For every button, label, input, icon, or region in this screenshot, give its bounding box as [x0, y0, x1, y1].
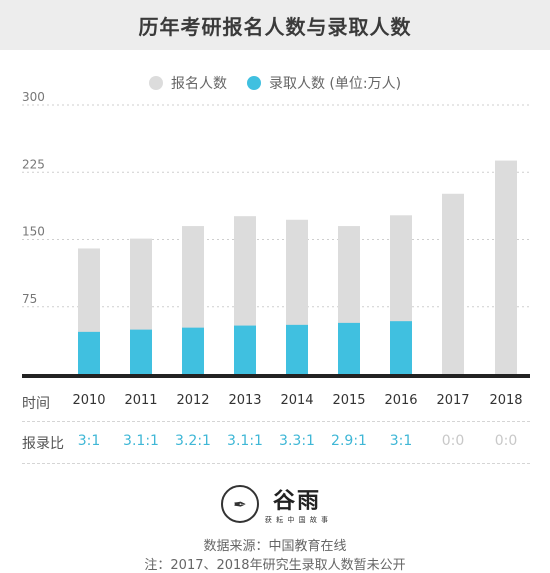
- bar-admitted-2012: [182, 327, 204, 374]
- divider: [22, 421, 530, 422]
- ratio-row-label: 报录比: [22, 436, 64, 452]
- year-row-label: 时间: [22, 396, 50, 412]
- y-tick-label: 225: [22, 157, 45, 171]
- bar-admitted-2013: [234, 325, 256, 374]
- x-axis: [22, 374, 530, 378]
- bar-admitted-2015: [338, 322, 360, 374]
- ratio-value: 3.3:1: [279, 433, 315, 449]
- logo-subtitle: 获 耘 中 国 故 事: [264, 516, 330, 524]
- y-tick-label: 300: [22, 90, 45, 104]
- ratio-value: 3.2:1: [175, 433, 211, 449]
- ratio-value: 3.1:1: [123, 433, 159, 449]
- y-tick-label: 150: [22, 225, 45, 239]
- ratio-row: 3:1 3.1:1 3.2:1 3.1:1 3.3:1 2.9:1 3:1 0:0 0:0: [0, 433, 550, 453]
- bar-applicants-2018: [495, 160, 517, 374]
- ratio-value: 0:0: [494, 433, 518, 449]
- x-tick-label: 2017: [436, 393, 470, 408]
- chart-title: 历年考研报名人数与录取人数: [138, 14, 412, 39]
- ratio-value: 3:1: [389, 433, 413, 449]
- legend-item-applicants: 报名人数: [148, 73, 227, 93]
- bar-admitted-2014: [286, 324, 308, 374]
- ratio-value: 3.1:1: [227, 433, 263, 449]
- legend-item-admitted: 录取人数 (单位:万人): [246, 73, 402, 93]
- bar-admitted-2010: [78, 331, 100, 374]
- legend-dot-admitted: [246, 76, 261, 90]
- divider: [22, 463, 530, 464]
- x-tick-label: 2011: [124, 393, 158, 408]
- bar-chart: 75 150 225 300: [22, 90, 530, 378]
- logo: ✒ 谷雨 获 耘 中 国 故 事: [0, 483, 550, 525]
- bar-applicants-2017: [442, 193, 464, 374]
- ratio-value: 2.9:1: [331, 433, 367, 449]
- data-source: 数据来源：中国教育在线: [203, 539, 347, 554]
- bar-admitted-2011: [130, 329, 152, 374]
- title-band: 历年考研报名人数与录取人数: [0, 0, 550, 50]
- bird-circle-icon: ✒: [220, 485, 259, 523]
- x-tick-label: 2018: [489, 393, 523, 408]
- footnote: 注：2017、2018年研究生录取人数暂未公开: [144, 558, 406, 573]
- x-tick-label: 2012: [176, 393, 210, 408]
- year-row: 2010 2011 2012 2013 2014 2015 2016 2017 2018: [0, 393, 550, 413]
- x-tick-label: 2016: [384, 393, 418, 408]
- legend-label-admitted: 录取人数 (单位:万人): [268, 76, 402, 92]
- bar-admitted-2016: [390, 321, 412, 374]
- x-tick-label: 2015: [332, 393, 366, 408]
- ratio-value: 3:1: [77, 433, 101, 449]
- logo-text: 谷雨 获 耘 中 国 故 事: [265, 483, 329, 525]
- legend: 报名人数 录取人数 (单位:万人): [0, 73, 550, 93]
- x-tick-label: 2013: [228, 393, 262, 408]
- logo-name: 谷雨: [272, 489, 321, 514]
- x-tick-label: 2014: [280, 393, 314, 408]
- legend-dot-applicants: [148, 76, 163, 90]
- x-tick-label: 2010: [72, 393, 106, 408]
- ratio-value: 0:0: [441, 433, 465, 449]
- legend-label-applicants: 报名人数: [170, 76, 227, 92]
- y-tick-label: 75: [22, 292, 37, 306]
